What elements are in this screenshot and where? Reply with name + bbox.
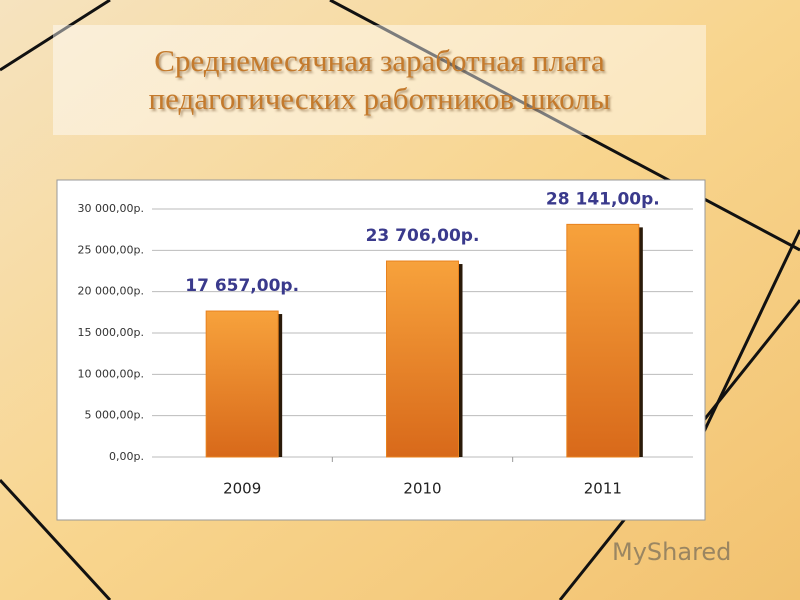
y-tick-label: 5 000,00р. [85, 409, 144, 422]
y-tick-label: 10 000,00р. [78, 367, 144, 380]
x-tick-label: 2009 [223, 480, 261, 498]
y-tick-label: 0,00р. [109, 450, 144, 463]
x-tick-label: 2010 [403, 480, 441, 498]
bar [566, 223, 640, 458]
chart-title: Среднемесячная заработная плата педагоги… [148, 43, 611, 116]
title-box [53, 25, 706, 135]
watermark: MyShared [612, 538, 732, 566]
bar [205, 310, 279, 458]
bar [386, 260, 459, 458]
y-tick-label: 20 000,00р. [78, 285, 144, 298]
value-label: 17 657,00р. [185, 276, 299, 296]
y-tick-label: 25 000,00р. [78, 243, 144, 256]
y-tick-label: 15 000,00р. [78, 326, 144, 339]
value-label: 28 141,00р. [546, 189, 660, 209]
x-tick-label: 2011 [584, 480, 622, 498]
value-label: 23 706,00р. [366, 226, 480, 246]
y-tick-label: 30 000,00р. [78, 202, 144, 215]
